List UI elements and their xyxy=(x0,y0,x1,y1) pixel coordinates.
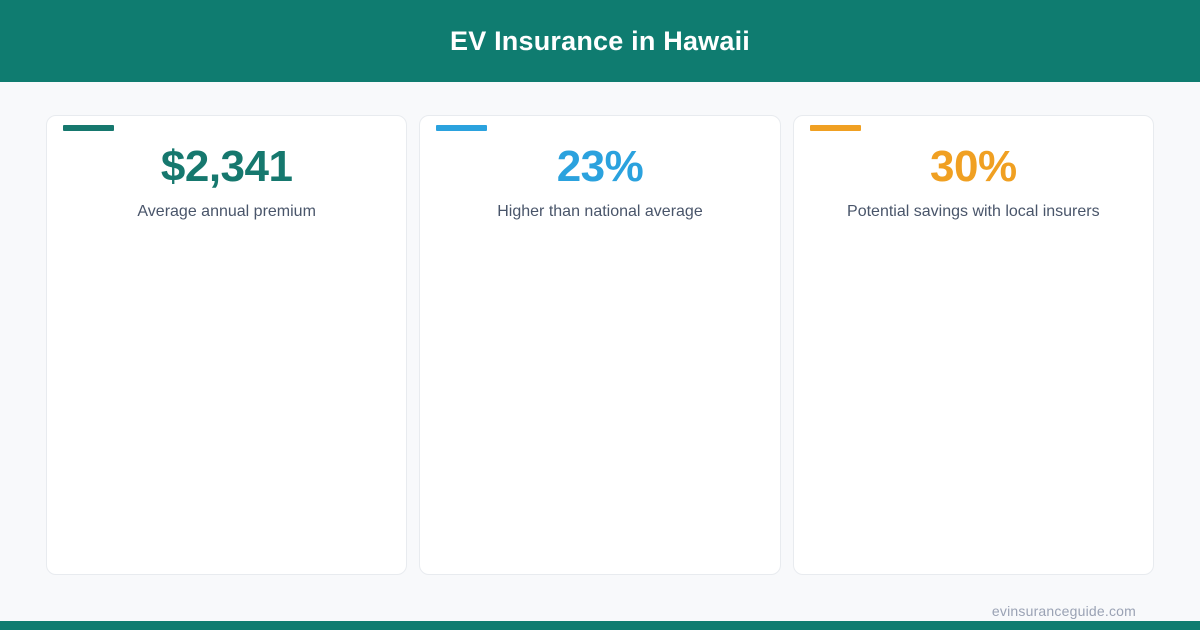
stat-label: Potential savings with local insurers xyxy=(847,203,1100,221)
stat-value: 30% xyxy=(930,142,1017,191)
card-accent-bar xyxy=(809,125,861,131)
stat-card-group: $2,341 Average annual premium 23% Higher… xyxy=(46,115,1154,575)
stat-card-potential-savings-with-local-insurers: 30% Potential savings with local insurer… xyxy=(792,115,1154,575)
site-watermark: evinsuranceguide.com xyxy=(991,603,1136,619)
stat-card-higher-than-national-average: 23% Higher than national average xyxy=(419,115,781,575)
card-accent-bar xyxy=(63,125,114,131)
stat-card-average-annual-premium: $2,341 Average annual premium xyxy=(46,115,408,575)
footer-accent-strip xyxy=(0,621,1200,630)
stat-value: 23% xyxy=(556,142,644,191)
stats-main: $2,341 Average annual premium 23% Higher… xyxy=(0,82,1200,630)
page-title: EV Insurance in Hawaii xyxy=(449,25,750,56)
page-header: EV Insurance in Hawaii xyxy=(0,0,1200,82)
watermark-row: evinsuranceguide.com xyxy=(992,603,1136,619)
stat-value: $2,341 xyxy=(160,142,293,191)
stat-label: Higher than national average xyxy=(497,203,703,221)
card-accent-bar xyxy=(436,125,488,131)
stat-label: Average annual premium xyxy=(137,203,316,221)
